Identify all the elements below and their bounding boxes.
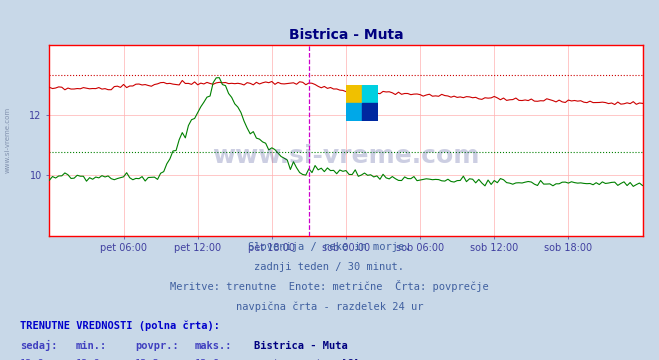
Text: www.si-vreme.com: www.si-vreme.com [5,107,11,174]
Text: TRENUTNE VREDNOSTI (polna črta):: TRENUTNE VREDNOSTI (polna črta): [20,321,219,332]
Text: sedaj:: sedaj: [20,340,57,351]
Text: Meritve: trenutne  Enote: metrične  Črta: povprečje: Meritve: trenutne Enote: metrične Črta: … [170,280,489,292]
Text: 12,9: 12,9 [20,359,45,360]
Text: povpr.:: povpr.: [135,341,179,351]
Title: Bistrica - Muta: Bistrica - Muta [289,28,403,42]
Text: Slovenija / reke in morje.: Slovenija / reke in morje. [248,242,411,252]
Text: zadnji teden / 30 minut.: zadnji teden / 30 minut. [254,262,405,272]
Bar [362,103,378,121]
Text: 13,3: 13,3 [135,359,160,360]
Bar [362,85,378,103]
Text: 13,6: 13,6 [194,359,219,360]
Bar [346,103,362,121]
Text: navpična črta - razdelek 24 ur: navpična črta - razdelek 24 ur [236,301,423,312]
Text: www.si-vreme.com: www.si-vreme.com [212,144,480,168]
Bar [346,85,362,103]
Text: Bistrica - Muta: Bistrica - Muta [254,341,347,351]
Text: temperatura[C]: temperatura[C] [272,359,360,360]
Text: maks.:: maks.: [194,341,232,351]
Text: min.:: min.: [76,341,107,351]
Text: 12,9: 12,9 [76,359,101,360]
